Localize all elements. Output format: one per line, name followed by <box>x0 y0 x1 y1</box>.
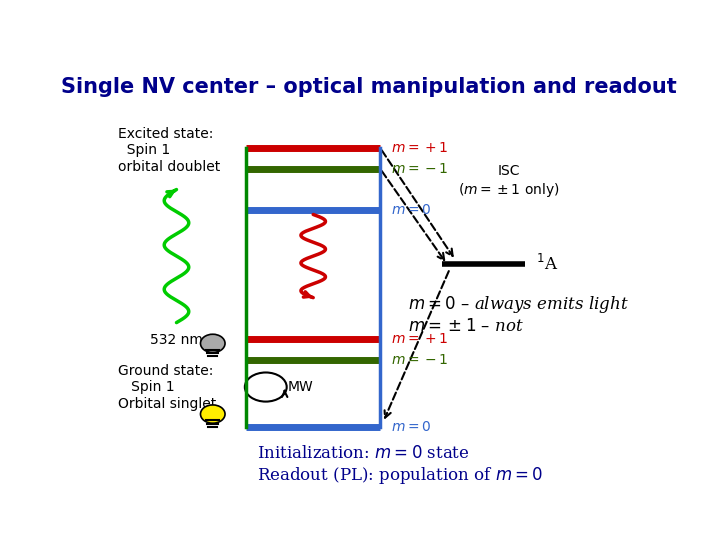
FancyArrowPatch shape <box>384 271 449 418</box>
Text: $m = -1$: $m = -1$ <box>392 353 449 367</box>
Text: $m = 0$ – always emits light
$m = \pm 1$ – not: $m = 0$ – always emits light $m = \pm 1$… <box>408 294 629 335</box>
Text: MW: MW <box>288 380 314 394</box>
Text: $m = +1$: $m = +1$ <box>392 332 449 346</box>
Text: Initialization: $m = 0$ state
Readout (PL): population of $m = 0$: Initialization: $m = 0$ state Readout (P… <box>258 446 544 486</box>
Text: $^1$A: $^1$A <box>536 254 559 274</box>
Circle shape <box>200 405 225 423</box>
FancyArrowPatch shape <box>382 150 453 256</box>
Text: Single NV center – optical manipulation and readout: Single NV center – optical manipulation … <box>61 77 677 97</box>
Text: 532 nm: 532 nm <box>150 333 203 347</box>
Text: $m = 0$: $m = 0$ <box>392 204 432 217</box>
Text: $m = +1$: $m = +1$ <box>392 141 449 155</box>
Text: $m = -1$: $m = -1$ <box>392 162 449 176</box>
Text: Excited state:
  Spin 1
orbital doublet: Excited state: Spin 1 orbital doublet <box>118 127 220 173</box>
Circle shape <box>200 334 225 353</box>
Text: $m = 0$: $m = 0$ <box>392 420 432 434</box>
FancyArrowPatch shape <box>382 171 444 260</box>
Text: ISC
($m = \pm 1$ only): ISC ($m = \pm 1$ only) <box>458 164 559 199</box>
Text: Ground state:
   Spin 1
Orbital singlet: Ground state: Spin 1 Orbital singlet <box>118 364 216 410</box>
